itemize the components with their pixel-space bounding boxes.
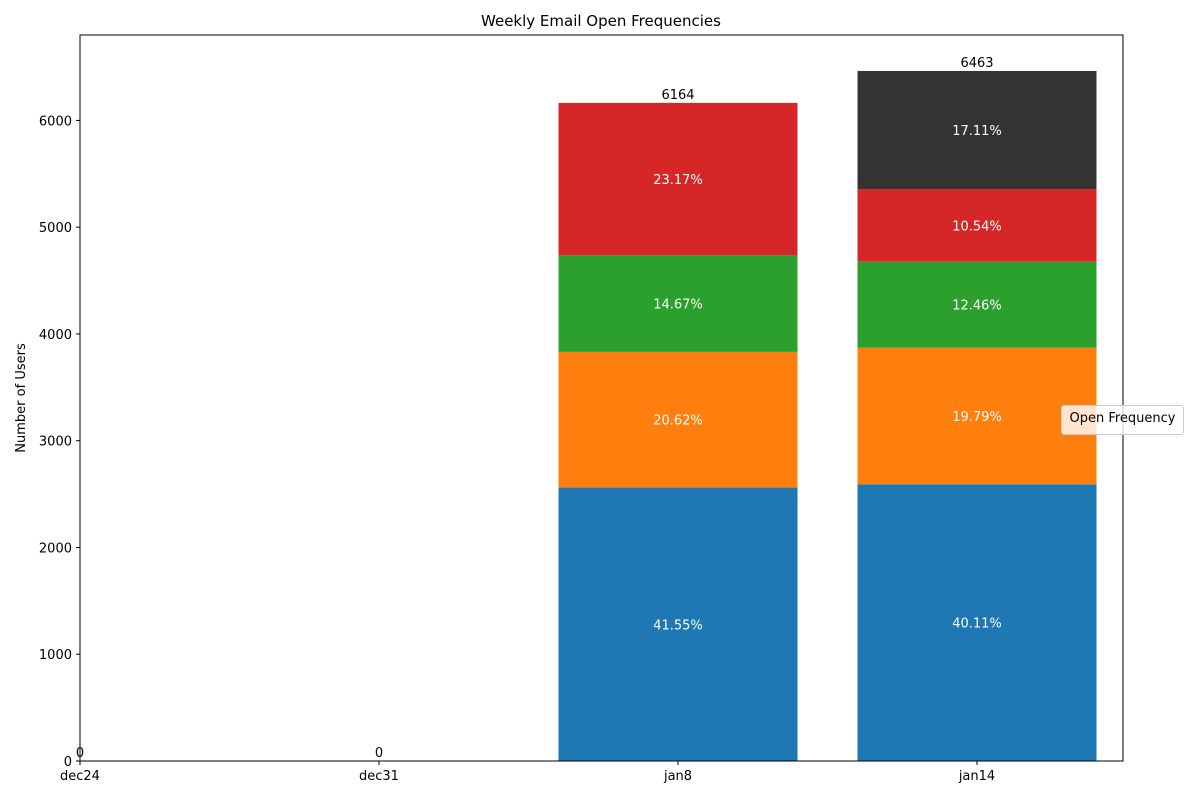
x-tick-label: dec31	[359, 769, 399, 784]
percent-label: 40.11%	[952, 617, 1002, 632]
x-tick-label: jan8	[663, 769, 692, 784]
percent-label: 12.46%	[952, 299, 1002, 314]
bar-segment	[857, 70, 1097, 190]
total-label: 0	[375, 746, 383, 761]
y-tick-label: 6000	[39, 114, 72, 129]
bar-segment	[558, 351, 798, 488]
percent-label: 10.54%	[952, 219, 1002, 234]
total-label: 6463	[960, 56, 993, 71]
bar-segment	[857, 261, 1097, 348]
bar-segment	[558, 102, 798, 256]
bar-segment	[857, 347, 1097, 485]
legend: Open Frequency	[1061, 405, 1184, 435]
legend-title: Open Frequency	[1069, 411, 1176, 426]
x-tick-label: jan14	[958, 769, 995, 784]
axes-layer: 0 1000 2000 3000 4000 5000 6000 dec24 dec31 jan8 j…	[39, 34, 1124, 784]
percent-label: 23.17%	[653, 173, 703, 188]
y-axis-label: Number of Users	[14, 343, 29, 453]
percent-label: 41.55%	[653, 618, 703, 633]
bar-segment	[558, 487, 798, 761]
bars-layer	[558, 70, 1097, 761]
labels-layer: 0 041.55%20.62%14.67%23.17%616440.11%19.7…	[76, 56, 1002, 761]
plot-frame	[79, 34, 1124, 762]
percent-label: 14.67%	[653, 298, 703, 313]
chart-title: Weekly Email Open Frequencies	[481, 12, 721, 30]
y-tick-label: 1000	[39, 648, 72, 663]
bar-segment	[558, 255, 798, 352]
y-tick-label: 2000	[39, 541, 72, 556]
bar-segment	[857, 484, 1097, 761]
y-tick-label: 4000	[39, 328, 72, 343]
percent-label: 17.11%	[952, 124, 1002, 139]
y-tick-label: 0	[64, 755, 72, 770]
percent-label: 19.79%	[952, 410, 1002, 425]
percent-label: 20.62%	[653, 414, 703, 429]
x-tick-label: dec24	[60, 769, 100, 784]
bar-segment	[857, 189, 1097, 262]
y-tick-label: 3000	[39, 435, 72, 450]
y-tick-label: 5000	[39, 221, 72, 236]
total-label: 6164	[661, 88, 694, 103]
